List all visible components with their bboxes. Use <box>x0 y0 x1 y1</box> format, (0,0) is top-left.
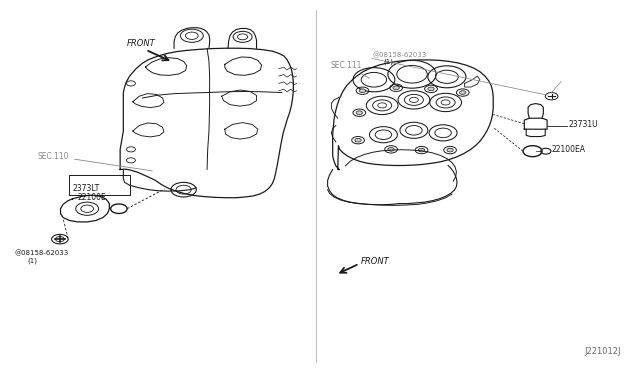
Text: (1): (1) <box>383 59 394 65</box>
Circle shape <box>356 111 362 115</box>
Text: FRONT: FRONT <box>361 257 390 266</box>
Text: 22100E: 22100E <box>77 193 106 202</box>
Text: 2373LT: 2373LT <box>72 185 100 193</box>
Circle shape <box>428 87 434 91</box>
Text: 22100EA: 22100EA <box>552 145 586 154</box>
Circle shape <box>447 148 453 152</box>
Circle shape <box>388 148 394 151</box>
Circle shape <box>460 91 466 94</box>
Text: SEC.111: SEC.111 <box>331 61 369 78</box>
Text: @08158-62033: @08158-62033 <box>14 250 68 257</box>
Text: (1): (1) <box>27 257 37 264</box>
Text: 23731U: 23731U <box>569 120 598 129</box>
Circle shape <box>359 89 365 93</box>
Text: FRONT: FRONT <box>127 39 156 48</box>
Circle shape <box>355 138 361 142</box>
Circle shape <box>419 148 425 152</box>
Text: SEC.110: SEC.110 <box>38 151 152 171</box>
Text: J221012J: J221012J <box>585 347 621 356</box>
Text: @08158-62033: @08158-62033 <box>372 52 426 59</box>
Circle shape <box>393 86 399 90</box>
